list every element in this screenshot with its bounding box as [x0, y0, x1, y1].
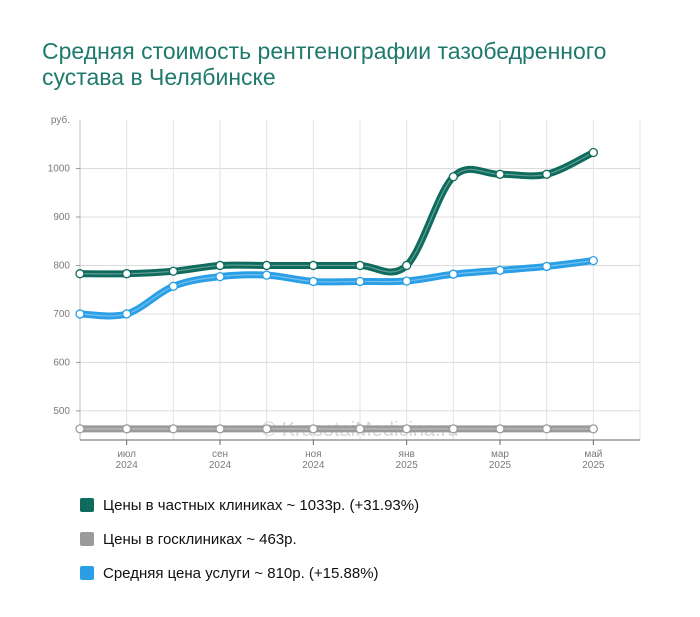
points-group: [75, 147, 598, 434]
legend-label-private: Цены в частных клиниках ~ 1033р. (+31.93…: [103, 496, 420, 514]
x-tick-label: янв: [399, 449, 415, 460]
line-chart: 5006007008009001000руб.июл2024сен2024ноя…: [48, 114, 641, 471]
point-private: [448, 172, 458, 182]
point-average: [495, 265, 505, 275]
point-average: [122, 309, 132, 319]
point-average: [168, 281, 178, 291]
y-tick-label: 1000: [48, 163, 71, 174]
series-line-private-highlight: [79, 151, 594, 275]
point-average: [215, 271, 225, 282]
point-average: [448, 269, 458, 279]
x-tick-label-year: 2025: [489, 460, 512, 471]
legend-swatch-public: [80, 532, 94, 546]
point-average: [542, 261, 552, 272]
x-tick-label: мар: [491, 449, 509, 460]
point-private: [355, 260, 365, 271]
point-public: [448, 424, 458, 434]
y-tick-label: 500: [53, 406, 70, 417]
x-tick-label-year: 2024: [116, 460, 139, 471]
point-average: [402, 276, 412, 286]
point-average: [355, 276, 365, 287]
chart-title: Средняя стоимость рентгенографии тазобед…: [42, 38, 607, 90]
legend-swatch-private: [80, 498, 94, 512]
y-tick-label: 900: [53, 212, 70, 223]
legend-item-public[interactable]: Цены в госклиниках ~ 463р.: [80, 522, 419, 556]
point-average: [75, 309, 85, 319]
point-private: [588, 147, 598, 158]
legend-item-private[interactable]: Цены в частных клиниках ~ 1033р. (+31.93…: [80, 488, 419, 522]
point-public: [402, 424, 412, 434]
y-tick-label: 700: [53, 309, 70, 320]
x-tick-label: июл: [117, 449, 136, 460]
x-tick-label: май: [584, 449, 602, 460]
point-private: [75, 269, 85, 279]
y-tick-label: 800: [53, 260, 70, 271]
point-private: [262, 260, 272, 271]
y-unit-label: руб.: [51, 114, 70, 126]
point-public: [168, 424, 178, 434]
x-tick-label: сен: [212, 449, 228, 460]
series-line-private: [76, 148, 597, 278]
point-private: [542, 169, 552, 179]
x-tick-label-year: 2025: [582, 460, 605, 471]
legend-label-average: Средняя цена услуги ~ 810р. (+15.88%): [103, 564, 379, 582]
legend: Цены в частных клиниках ~ 1033р. (+31.93…: [80, 488, 419, 590]
point-public: [122, 424, 132, 434]
point-public: [215, 424, 225, 434]
x-tick-label: ноя: [305, 449, 322, 460]
point-public: [262, 424, 272, 434]
axes: 5006007008009001000руб.июл2024сен2024ноя…: [48, 114, 640, 471]
point-public: [588, 424, 598, 434]
legend-item-average[interactable]: Средняя цена услуги ~ 810р. (+15.88%): [80, 556, 419, 590]
point-private: [402, 260, 412, 271]
point-average: [588, 255, 598, 266]
point-public: [495, 424, 505, 434]
point-private: [168, 266, 178, 276]
point-average: [262, 270, 272, 280]
point-private: [495, 169, 505, 179]
x-tick-label-year: 2024: [302, 460, 325, 471]
point-public: [542, 424, 552, 434]
y-tick-label: 600: [53, 357, 70, 368]
point-private: [308, 260, 318, 271]
point-public: [355, 424, 365, 434]
legend-swatch-average: [80, 566, 94, 580]
point-public: [75, 424, 85, 434]
point-private: [122, 269, 132, 279]
point-average: [308, 276, 318, 287]
point-public: [308, 424, 318, 434]
x-tick-label-year: 2024: [209, 460, 232, 471]
legend-label-public: Цены в госклиниках ~ 463р.: [103, 530, 297, 548]
x-tick-label-year: 2025: [396, 460, 419, 471]
series-group: [76, 148, 597, 433]
point-private: [215, 260, 225, 271]
